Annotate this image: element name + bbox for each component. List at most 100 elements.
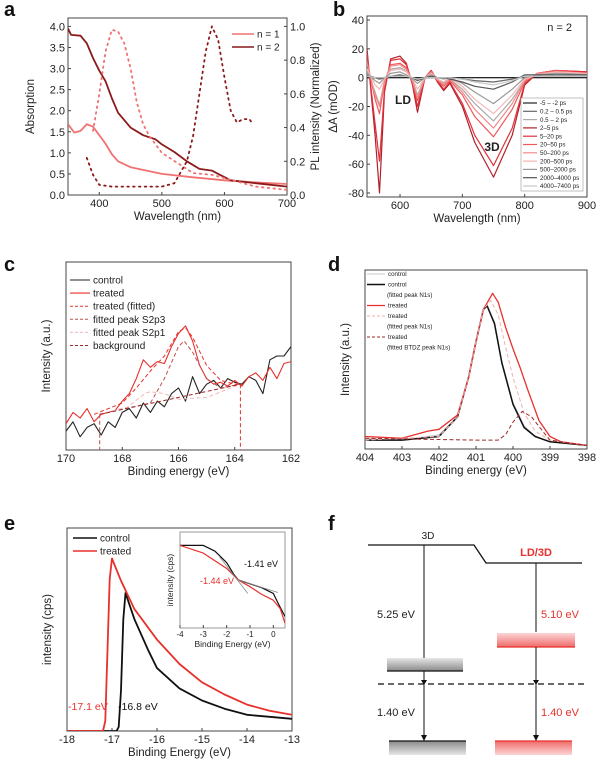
y-tick-label: 0.5 [50,169,65,181]
arrowhead-icon [421,680,427,685]
x-tick-label: 166 [169,453,187,465]
series-group [67,557,292,731]
series-line-4 [365,410,587,446]
y2-tick-label: 0.4 [290,123,305,135]
y-axis-title: intensity (cps) [42,594,54,665]
y2-tick-label: 0.2 [290,156,305,168]
legend-label: control [388,271,407,278]
y-tick-label: 40 [352,15,364,27]
legend-label: 50–200 ps [540,150,569,157]
legend-label-sub: (fitted peak N1s) [387,292,432,299]
legend-label: 2–5 ps [540,125,559,132]
legend-label: control [93,276,123,287]
legend-label: treated [388,303,408,310]
y-axis-title: Intensity (a.u.) [41,319,53,392]
legend: control treated treated (fitted) fitted pea… [70,276,166,352]
y-tick-label: 1.0 [50,148,65,160]
y-tick-label: 2.0 [50,106,65,118]
x-tick-label: 403 [393,452,411,464]
inset-background [180,532,285,628]
arrowhead-icon [421,735,427,741]
series-line-3 [365,299,587,446]
series-line-5 [99,383,241,415]
y-tick-label: -40 [348,130,364,142]
y-tick-label: 4.0 [50,21,65,33]
series-line-1 [67,557,292,731]
series-line-1 [180,544,285,624]
legend-label: control [388,282,407,289]
x-tick-label: 400 [504,452,522,464]
legend-label: treated [93,289,124,300]
y2-tick-label: 0.8 [290,55,305,67]
arrowhead-icon [533,680,539,685]
inset-annotation: -1.41 eV [244,559,278,569]
x-tick-label: 401 [467,452,485,464]
chart-panel-d: 404 403 402 401 400 399 398 Binding energy (eV)… [340,269,596,477]
chart-panel-c: 170 168 166 164 162 Binding energy (eV) Intens… [41,261,300,478]
y-axis-title: ΔA (mOD) [328,80,340,133]
x-axis-title: Binding Energy (eV) [128,747,231,759]
3d-label: 3D [422,531,435,542]
series-line-3 [99,340,241,415]
x-tick-label: 400 [90,198,108,210]
legend: -5 – -2 ps0.2 – 0.5 ps 0.5 – 2 ps2–5 ps5–… [520,97,584,192]
legend: control control (fitted peak N1s) treated tr… [367,271,450,352]
plot-frame [179,531,286,629]
y2-axis-title: PL intensity (Normalized) [310,42,322,170]
x-tick-label: -17 [104,734,120,746]
panel-label-e: e [4,513,15,535]
legend-label-sub: (fitted BTDZ peak N1s) [387,345,450,352]
3d-conduction-band [389,741,466,755]
3d-vacuum-level-line [368,544,582,564]
y-tick-label: -80 [348,188,364,200]
ld3d-valence-band [497,633,575,647]
x-tick-label: 700 [278,198,296,210]
x-tick-label: 162 [282,453,300,465]
series-line-1 [365,305,587,447]
legend-label: 200–500 ps [540,158,572,165]
legend-label: 500–2000 ps [540,167,576,174]
annotation: -16.8 eV [118,701,158,713]
annotation: 3D [484,140,500,154]
inset-series-group [180,544,285,624]
y-tick-label: -20 [348,102,364,114]
ld-3d-label: LD/3D [520,547,552,559]
legend-label: background [93,341,145,352]
legend-label: treated [388,334,408,341]
annotation: n = 2 [547,22,572,34]
legend: control treated [73,534,131,558]
plot-frame [66,527,293,732]
x-tick-label: 402 [430,452,448,464]
series-group [367,48,587,194]
legend-label: 5–20 ps [540,133,562,140]
x-tick-label: -13 [284,734,300,746]
y-tick-label: 0 [358,73,364,85]
x-tick-label: 398 [578,452,596,464]
y2-tick-label: 0.0 [290,190,305,202]
chart-panel-e: -18 -17 -16 -15 -14 -13 Binding Energy (eV) int… [42,527,300,759]
3d-gap-value: 1.40 eV [377,707,416,719]
legend-label: 0.5 – 2 ps [540,117,567,124]
legend-label: 20–50 ps [540,142,565,149]
legend-label: treated (fitted) [93,302,155,313]
series-line-8 [367,71,587,105]
legend: n = 1 n = 2 [232,30,280,54]
x-tick-label: 168 [113,453,131,465]
legend-label: control [100,534,130,545]
legend-label: treated [388,313,408,320]
annotation: -17.1 eV [68,701,108,713]
x-tick-label: 900 [578,200,596,212]
legend-label-sub: (fitted peak N1s) [387,324,432,331]
3d-valence-band [387,658,463,671]
series-group [365,292,587,447]
ld3d-gap-value: 1.40 eV [541,707,580,719]
legend-label: -5 – -2 ps [540,100,566,107]
series-line-0 [66,346,291,438]
x-tick-label: -15 [194,734,210,746]
x-tick-label: 404 [356,452,374,464]
chart-panel-b: 600 700 800 900 -80 -60 -40 -20 0 20 40 Wavelength … [328,15,596,225]
y-axis-title: Intensity (a.u.) [340,323,352,396]
legend-label: n = 1 [257,30,280,41]
